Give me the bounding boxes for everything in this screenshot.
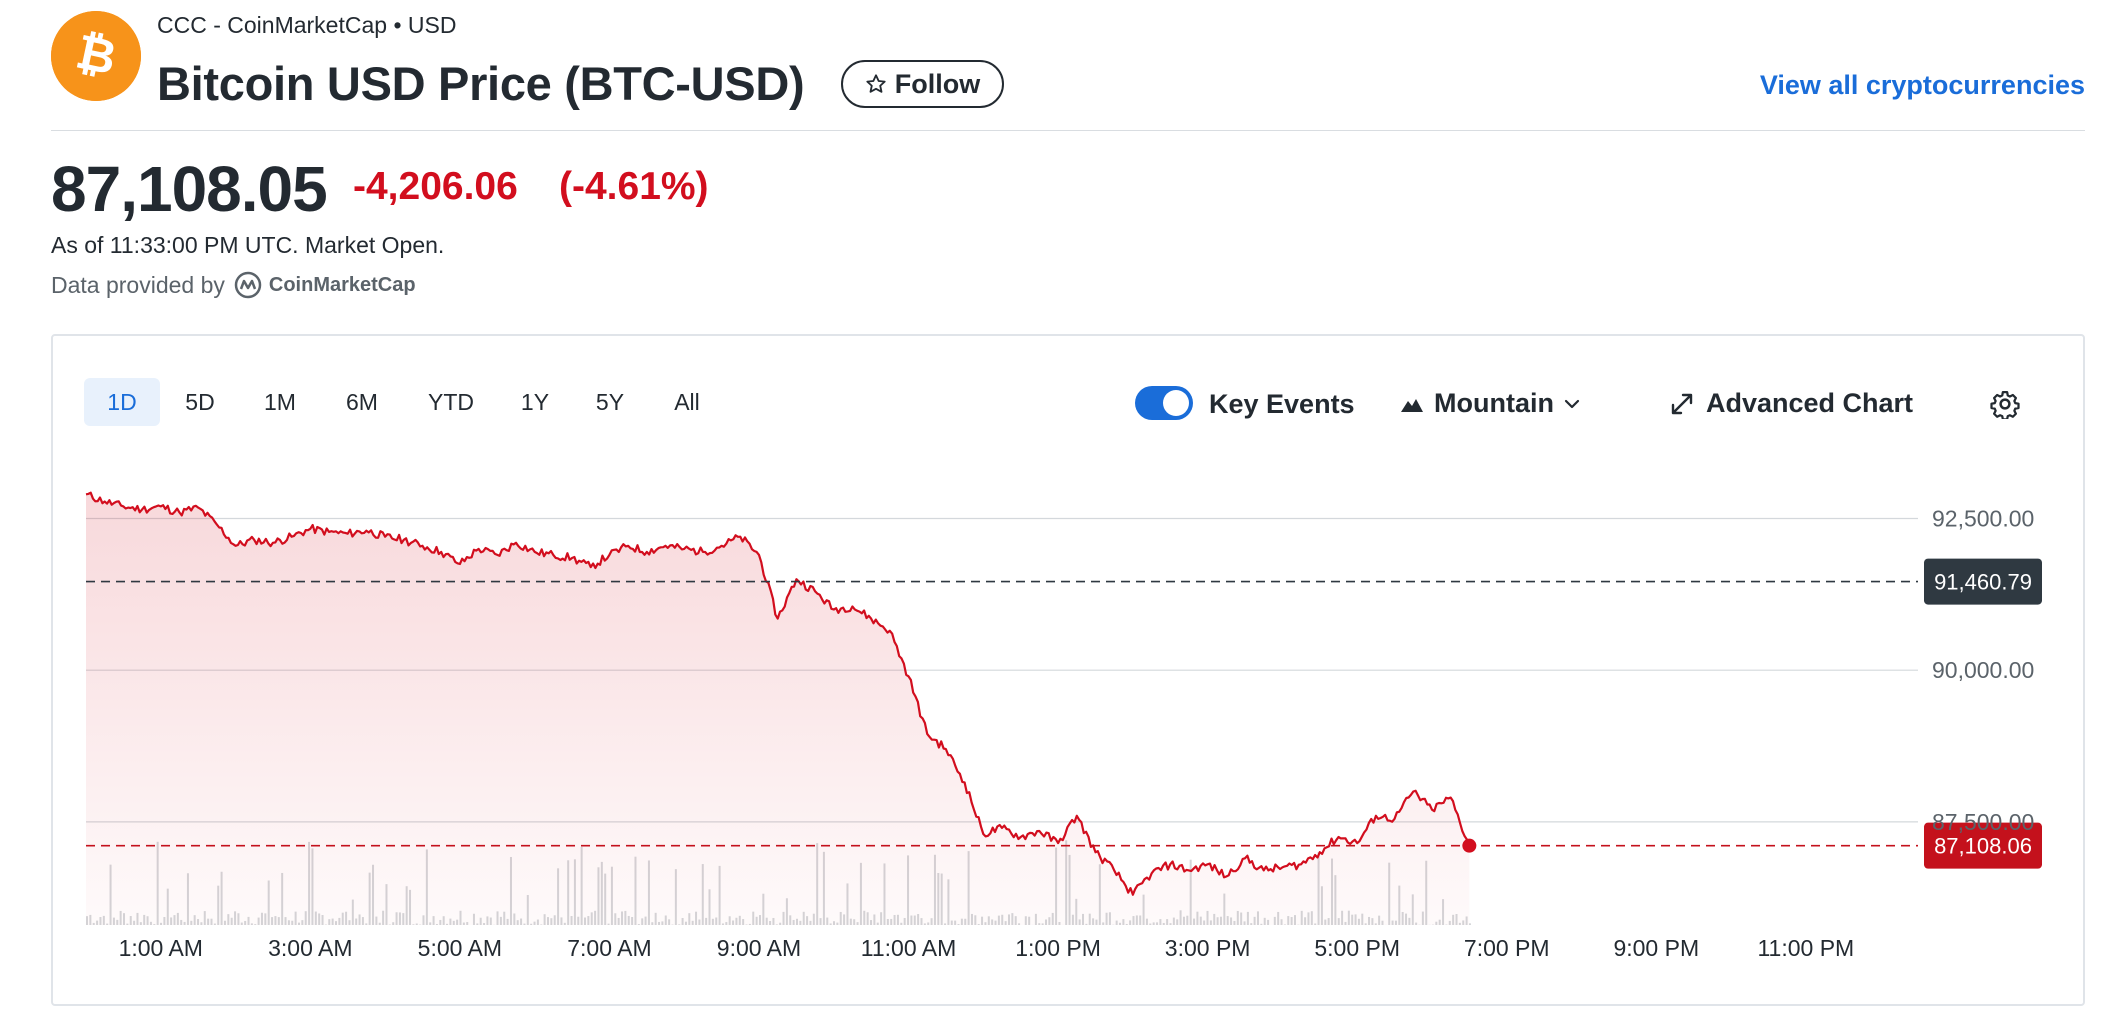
range-tab-1m[interactable]: 1M: [264, 388, 296, 415]
chart-type-label: Mountain: [1434, 388, 1554, 418]
range-tab-1y[interactable]: 1Y: [520, 388, 550, 415]
mountain-icon: [1401, 398, 1423, 412]
last-price-label: 87,108.06: [1934, 834, 2032, 859]
range-tab-ytd[interactable]: YTD: [428, 388, 474, 415]
range-tab-5d[interactable]: 5D: [185, 388, 215, 415]
x-tick-label: 11:00 AM: [861, 935, 956, 961]
star-icon: [866, 74, 886, 93]
follow-button[interactable]: Follow: [841, 60, 1004, 108]
current-price: 87,108.05: [51, 153, 328, 225]
x-tick-label: 7:00 AM: [567, 935, 651, 961]
price-line: [85, 491, 1471, 896]
y-tick-label: 92,500.00: [1932, 506, 2034, 532]
volume-bar: [1468, 923, 1471, 925]
x-tick-label: 3:00 PM: [1165, 935, 1251, 961]
chart-panel: [51, 334, 2085, 1006]
data-provider: Data provided by CoinMarketCap: [51, 270, 416, 300]
page-title: Bitcoin USD Price (BTC-USD): [157, 57, 805, 110]
x-tick-label: 9:00 AM: [717, 935, 801, 961]
chevron-down-icon: [1564, 399, 1580, 408]
follow-label: Follow: [894, 68, 981, 99]
x-tick-label: 3:00 AM: [268, 935, 352, 961]
price-change: -4,206.06: [353, 165, 518, 208]
range-tab-5y[interactable]: 5Y: [595, 388, 625, 415]
bitcoin-logo-icon: ₿: [51, 11, 141, 101]
market-status: As of 11:33:00 PM UTC. Market Open.: [51, 232, 445, 258]
provider-name: CoinMarketCap: [268, 273, 416, 296]
x-tick-label: 1:00 AM: [119, 935, 203, 961]
advanced-chart-label: Advanced Chart: [1706, 388, 1914, 418]
range-tab-1d[interactable]: 1D: [84, 378, 160, 426]
header-divider: [51, 130, 2085, 131]
last-point-marker: [1462, 838, 1477, 853]
range-tab-6m[interactable]: 6M: [346, 388, 378, 415]
y-tick-label: 90,000.00: [1932, 657, 2034, 683]
expand-icon: [1671, 393, 1693, 414]
x-tick-label: 5:00 AM: [418, 935, 502, 961]
x-tick-label: 1:00 PM: [1015, 935, 1101, 961]
price-area: [86, 492, 1470, 925]
y-tick-label: 87,500.00: [1932, 809, 2034, 835]
range-tab-all[interactable]: All: [674, 388, 700, 415]
previous-close-tag: [1924, 558, 2042, 605]
x-tick-label: 11:00 PM: [1757, 935, 1854, 961]
key-events-toggle[interactable]: [1135, 386, 1193, 420]
last-price-tag: [1924, 822, 2042, 869]
view-all-cryptocurrencies-link[interactable]: View all cryptocurrencies: [1759, 70, 2085, 100]
x-tick-label: 9:00 PM: [1613, 935, 1699, 961]
coinmarketcap-logo[interactable]: CoinMarketCap: [233, 270, 416, 300]
previous-close-label: 91,460.79: [1934, 570, 2032, 595]
coinmarketcap-icon: [234, 271, 262, 299]
key-events-label: Key Events: [1209, 389, 1355, 419]
toggle-knob: [1163, 390, 1189, 416]
x-tick-label: 5:00 PM: [1314, 935, 1400, 961]
x-tick-label: 7:00 PM: [1464, 935, 1550, 961]
chart-type-dropdown[interactable]: Mountain: [1400, 388, 1580, 419]
gear-icon[interactable]: [1990, 389, 2020, 419]
breadcrumb: CCC - CoinMarketCap • USD: [157, 12, 457, 38]
price-change-percent: (-4.61%): [559, 165, 709, 208]
provided-by-label: Data provided by: [51, 271, 225, 298]
advanced-chart-button[interactable]: Advanced Chart: [1670, 388, 1913, 419]
